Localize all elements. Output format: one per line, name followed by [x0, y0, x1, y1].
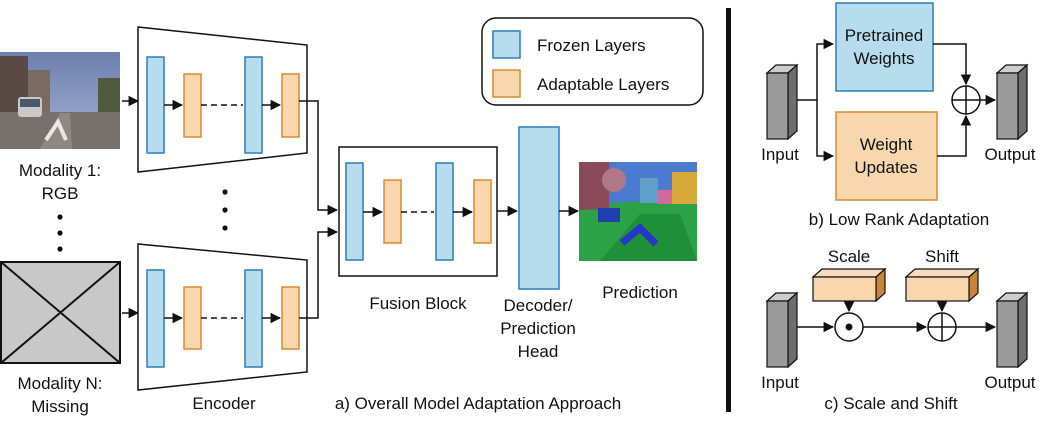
ss-output-tensor — [995, 291, 1029, 369]
ss-input-label: Input — [761, 373, 799, 392]
weight-updates-box — [835, 111, 938, 201]
scale-parameter-block — [811, 267, 887, 303]
adaptable-layer — [281, 286, 300, 350]
scale-label: Scale — [828, 247, 871, 266]
decoder-prediction-head — [518, 126, 560, 290]
adaptable-layer — [281, 73, 300, 138]
fusion-block — [338, 146, 498, 277]
frozen-layer — [345, 162, 364, 261]
missing-modality-image — [0, 261, 121, 364]
fusion-block-label: Fusion Block — [369, 294, 467, 313]
arrow-input-to-updates — [816, 100, 835, 162]
shift-parameter-block — [904, 267, 980, 303]
ellipsis-dots-encoder — [222, 189, 228, 231]
encoder-top — [137, 26, 308, 173]
lora-input-tensor — [765, 63, 799, 141]
caption-c: c) Scale and Shift — [824, 394, 958, 413]
lora-input-label: Input — [761, 145, 799, 164]
encoder-bottom — [137, 243, 308, 391]
caption-a: a) Overall Model Adaptation Approach — [335, 394, 621, 413]
adaptable-layer — [473, 179, 492, 244]
add-icon — [927, 312, 957, 342]
legend-frozen-label: Frozen Layers — [537, 36, 646, 55]
arrow-pretrained-to-sum — [933, 43, 972, 86]
adaptable-layer — [183, 286, 202, 350]
frozen-layer — [244, 56, 263, 154]
arrow-updates-to-sum — [937, 114, 972, 157]
legend-adaptable-swatch — [492, 69, 521, 98]
shift-label: Shift — [925, 247, 959, 266]
lora-output-label: Output — [984, 145, 1035, 164]
ss-input-tensor — [765, 291, 799, 369]
adaptable-layer — [383, 179, 402, 244]
lora-sum-icon — [951, 85, 981, 115]
frozen-layer — [146, 269, 165, 368]
rgb-input-image — [0, 52, 120, 149]
encoder-label: Encoder — [192, 394, 256, 413]
modality-n-label-line1: Modality N: — [17, 374, 102, 393]
prediction-segmentation-image — [579, 162, 697, 261]
frozen-layer — [435, 162, 454, 261]
head-label-line1: Decoder/ — [504, 296, 573, 315]
head-label-line3: Head — [518, 342, 559, 361]
ss-output-label: Output — [984, 373, 1035, 392]
pretrained-label-line2: Weights — [853, 49, 914, 68]
frozen-layer — [146, 56, 165, 154]
adaptable-layer — [183, 73, 202, 138]
pretrained-label-line1: Pretrained — [845, 26, 923, 45]
arrow-encoder2-to-fusion — [299, 226, 339, 319]
modality-1-label-line1: Modality 1: — [19, 161, 101, 180]
lora-output-tensor — [995, 63, 1029, 141]
modality-1-label-line2: RGB — [42, 184, 79, 203]
arrow-input-to-pretrained — [797, 38, 835, 101]
pretrained-weights-box — [835, 2, 934, 92]
legend: Frozen Layers Adaptable Layers — [481, 17, 704, 106]
legend-frozen-swatch — [492, 30, 521, 59]
panel-divider — [726, 8, 731, 412]
head-label-line2: Prediction — [500, 319, 576, 338]
caption-b: b) Low Rank Adaptation — [809, 210, 990, 229]
arrow-encoder1-to-fusion — [299, 100, 339, 216]
frozen-layer — [244, 269, 263, 368]
multiply-icon — [834, 312, 864, 342]
updates-label-line2: Updates — [854, 158, 917, 177]
ellipsis-dots-left — [57, 214, 63, 252]
modality-n-label-line2: Missing — [31, 397, 89, 416]
legend-adaptable-label: Adaptable Layers — [537, 75, 669, 94]
updates-label-line1: Weight — [860, 135, 913, 154]
prediction-label: Prediction — [602, 283, 678, 302]
